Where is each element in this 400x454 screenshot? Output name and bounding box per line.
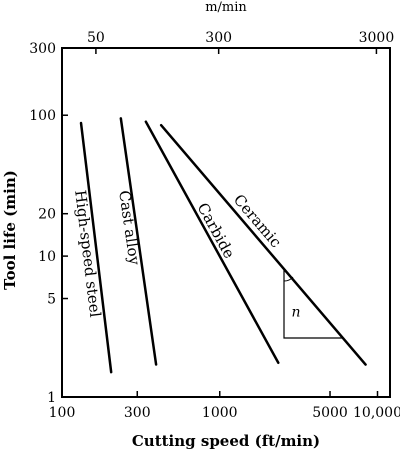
slope-label-n: n [291,305,300,321]
top-tick-label-3000: 3000 [359,30,395,46]
top-tick-label-50: 50 [87,30,105,46]
y-tick-label-5: 5 [47,292,56,308]
slope-angle-arc [283,276,294,282]
y-tick-label-300: 300 [29,41,56,57]
y-tick-label-10: 10 [38,249,56,265]
y-axis-title: Tool life (min) [1,170,19,290]
y-tick-label-1: 1 [47,390,56,406]
x-tick-label-100: 100 [49,405,76,421]
series-line-high-speed-steel [79,121,113,374]
x-tick-label-5000: 5000 [312,405,348,421]
plot-frame [61,47,391,398]
series-line-ceramic [159,123,367,366]
series-label-cast-alloy: Cast alloy [115,189,144,266]
series-label-ceramic: Ceramic [230,191,285,251]
chart-marks: 100 300 1000 5000 10,000 50 300 3000 1 5 10 20 100 30… [29,30,400,421]
y-tick-label-100: 100 [29,108,56,124]
top-tick-label-300: 300 [205,30,232,46]
series-label-high-speed-steel: High-speed steel [71,189,104,318]
x-axis-title: Cutting speed (ft/min) [132,432,320,450]
series-line-cast-alloy [119,117,158,366]
slope-triangle [283,269,343,339]
x-tick-label-300: 300 [124,405,151,421]
y-tick-label-20: 20 [38,207,56,223]
x-tick-label-10-000: 10,000 [353,405,400,421]
top-axis-title: m/min [205,0,247,15]
series-line-carbide [144,120,280,365]
x-tick-label-1000: 1000 [202,405,238,421]
